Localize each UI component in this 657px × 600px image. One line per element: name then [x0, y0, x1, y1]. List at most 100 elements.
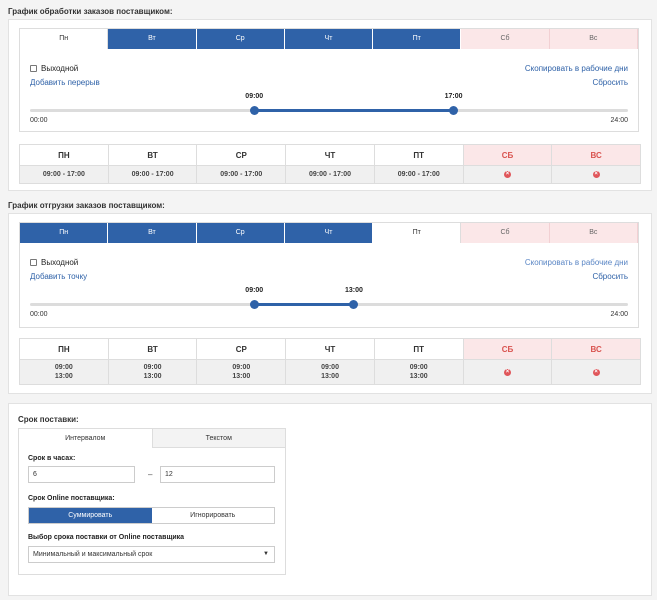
shipments-section-title: График отгрузки заказов поставщиком: — [8, 201, 165, 210]
x-circle-icon: × — [503, 171, 511, 178]
slider-handle-end[interactable] — [349, 300, 359, 309]
tab-day-5[interactable]: Сб — [461, 223, 550, 243]
slider-handle-start-label: 09:00 — [245, 287, 264, 294]
shipments-dayoff-checkbox[interactable]: Выходной — [30, 258, 78, 267]
tab-day-3[interactable]: Чт — [284, 223, 374, 243]
slider-handle-start[interactable] — [249, 106, 259, 115]
summary-day-value: 09:00 13:00 — [20, 360, 108, 384]
summary-day-header: ВТ — [108, 339, 197, 360]
tab-text[interactable]: Текстом — [152, 429, 285, 448]
tab-day-3[interactable]: Чт — [284, 29, 374, 49]
summary-col-5: СБ × — [463, 339, 553, 384]
hours-label: Срок в часах: — [28, 455, 76, 462]
summary-col-5: СБ × — [463, 145, 553, 183]
summary-day-value: × — [552, 360, 641, 384]
delivery-section-title: Срок поставки: — [18, 415, 79, 424]
summary-time-text: 13:00 — [54, 373, 73, 380]
orders-section-title: График обработки заказов поставщиком: — [8, 7, 173, 16]
summary-time-text: 09:00 - 17:00 — [131, 171, 174, 178]
hours-to-input[interactable]: 12 — [160, 466, 275, 483]
tab-day-4[interactable]: Пт — [373, 223, 462, 243]
summary-col-6: ВС × — [552, 145, 641, 183]
tab-day-4[interactable]: Пт — [373, 29, 462, 49]
summary-day-value: 09:00 - 17:00 — [108, 166, 197, 183]
orders-dayoff-checkbox[interactable]: Выходной — [30, 64, 78, 73]
checkbox-icon[interactable] — [30, 259, 37, 266]
orders-reset-link[interactable]: Сбросить — [592, 78, 628, 87]
summary-time-text: 13:00 — [409, 373, 428, 380]
summary-time-text: 09:00 - 17:00 — [309, 171, 352, 178]
summary-day-value: × — [463, 166, 552, 183]
shipments-schedule-editor: Пн Вт Ср Чт Пт Сб Вс Выходной Скопировать в ра… — [19, 222, 639, 328]
slider-min-label: 00:00 — [30, 117, 48, 124]
x-circle-icon: × — [592, 368, 600, 376]
summary-time-text: 09:00 - 17:00 — [220, 171, 263, 178]
orders-add-break-link[interactable]: Добавить перерыв — [30, 78, 100, 87]
slider-max-label: 24:00 — [610, 117, 628, 124]
summary-time-text: 09:00 — [54, 364, 73, 371]
summary-day-header: ЧТ — [286, 145, 374, 166]
slider-track[interactable] — [30, 109, 628, 112]
online-term-label: Срок Online поставщика: — [28, 495, 115, 502]
summary-col-4: ПТ 09:00 13:00 — [374, 339, 464, 384]
online-term-select-value: Минимальный и максимальный срок — [33, 551, 153, 558]
hours-from-input[interactable]: 6 — [28, 466, 135, 483]
shipments-day-tabs: Пн Вт Ср Чт Пт Сб Вс — [20, 223, 638, 243]
shipments-copy-link[interactable]: Скопировать в рабочие дни — [524, 258, 628, 267]
summary-day-header: ВС — [552, 145, 641, 166]
ignore-button[interactable]: Игнорировать — [151, 508, 274, 523]
shipments-dayoff-label: Выходной — [41, 258, 79, 267]
orders-schedule-editor: Пн Вт Ср Чт Пт Сб Вс Выходной Скопировать в ра… — [19, 28, 639, 132]
summary-day-header: ВТ — [108, 145, 197, 166]
sum-button[interactable]: Суммировать — [29, 508, 152, 523]
tab-day-5[interactable]: Сб — [461, 29, 550, 49]
summary-day-value: 09:00 - 17:00 — [20, 166, 108, 183]
tab-day-0[interactable]: Пн — [20, 29, 109, 49]
shipments-reset-link[interactable]: Сбросить — [592, 272, 628, 281]
checkbox-icon[interactable] — [30, 65, 37, 72]
summary-col-3: ЧТ 09:00 13:00 — [286, 339, 375, 384]
tab-day-6[interactable]: Вс — [549, 223, 638, 243]
summary-time-text: 09:00 — [143, 364, 162, 371]
tab-day-1[interactable]: Вт — [108, 223, 197, 243]
tab-day-2[interactable]: Ср — [196, 29, 285, 49]
summary-col-2: СР 09:00 13:00 — [197, 339, 287, 384]
summary-day-value: 09:00 13:00 — [286, 360, 374, 384]
tab-day-6[interactable]: Вс — [549, 29, 638, 49]
summary-day-header: ПТ — [374, 145, 463, 166]
slider-track[interactable] — [30, 303, 628, 306]
tab-interval[interactable]: Интервалом — [19, 429, 153, 448]
summary-day-value: × — [552, 166, 641, 183]
shipments-panel: Пн Вт Ср Чт Пт Сб Вс Выходной Скопировать в ра… — [8, 213, 652, 394]
slider-handle-start[interactable] — [249, 300, 259, 309]
online-term-select[interactable]: Минимальный и максимальный срок ▼ — [28, 546, 275, 563]
orders-copy-link[interactable]: Скопировать в рабочие дни — [524, 64, 628, 73]
summary-col-2: СР 09:00 - 17:00 — [197, 145, 287, 183]
summary-day-header: ЧТ — [286, 339, 374, 360]
summary-col-1: ВТ 09:00 - 17:00 — [108, 145, 198, 183]
summary-time-text: 09:00 — [232, 364, 251, 371]
slider-selected-range — [254, 303, 354, 306]
tab-day-1[interactable]: Вт — [108, 29, 197, 49]
summary-day-header: СБ — [463, 145, 552, 166]
caret-down-icon: ▼ — [263, 551, 269, 557]
summary-day-value: × — [463, 360, 552, 384]
summary-day-header: ПТ — [374, 339, 463, 360]
summary-col-1: ВТ 09:00 13:00 — [108, 339, 198, 384]
orders-panel: Пн Вт Ср Чт Пт Сб Вс Выходной Скопировать в ра… — [8, 19, 652, 191]
summary-day-value: 09:00 13:00 — [374, 360, 463, 384]
slider-handle-end-label: 17:00 — [444, 93, 463, 100]
summary-time-text: 13:00 — [232, 373, 251, 380]
summary-time-text: 09:00 — [409, 364, 428, 371]
tab-day-0[interactable]: Пн — [20, 223, 109, 243]
summary-day-header: СР — [197, 339, 286, 360]
shipments-summary-table: ПН 09:00 13:00 ВТ 09:00 13:00 СР 09:00 13:00 ЧТ 09… — [19, 338, 641, 385]
tab-day-2[interactable]: Ср — [196, 223, 285, 243]
summary-day-value: 09:00 13:00 — [108, 360, 197, 384]
summary-time-text: 13:00 — [321, 373, 339, 380]
summary-time-text: 13:00 — [143, 373, 162, 380]
slider-handle-end[interactable] — [449, 106, 459, 115]
shipments-add-point-link[interactable]: Добавить точку — [30, 272, 88, 281]
delivery-form: Интервалом Текстом Срок в часах: 6 – 12 … — [18, 428, 286, 575]
summary-day-header: ВС — [552, 339, 641, 360]
